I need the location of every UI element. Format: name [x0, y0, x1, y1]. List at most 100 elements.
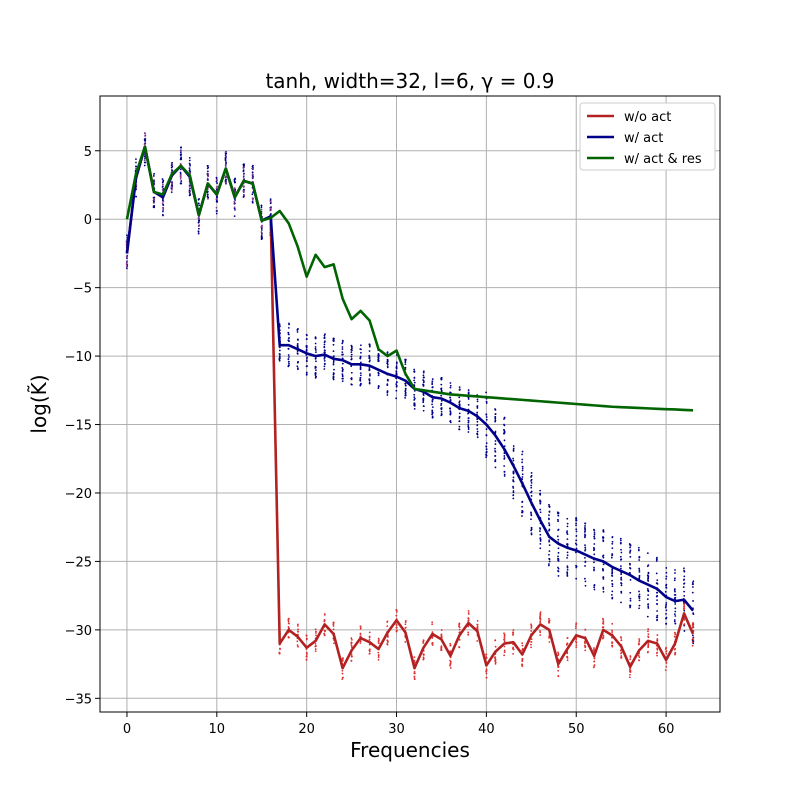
scatter-point-w-act	[368, 343, 371, 346]
scatter-point-w-act	[422, 401, 425, 404]
scatter-point-w-act	[476, 398, 479, 401]
scatter-point-w-act	[638, 593, 641, 596]
scatter-point-wo-act	[359, 625, 362, 628]
scatter-point-w-act	[305, 350, 308, 352]
scatter-point-w-act	[323, 343, 326, 346]
scatter-point-w-act	[395, 385, 398, 388]
scatter-point-wo-act	[350, 637, 353, 640]
scatter-point-w-act	[647, 575, 650, 577]
scatter-point-wo-act	[404, 626, 407, 629]
scatter-point-w-act	[404, 396, 407, 399]
scatter-point-w-act	[629, 578, 632, 581]
scatter-point-w-act	[629, 551, 631, 554]
scatter-point-w-act	[332, 360, 335, 363]
scatter-point-w-act	[557, 538, 560, 541]
scatter-point-w-act	[458, 420, 461, 422]
scatter-point-wo-act	[216, 185, 218, 188]
scatter-point-w-act	[431, 413, 433, 416]
scatter-point-w-act	[350, 355, 353, 358]
scatter-point-w-act	[342, 377, 344, 380]
scatter-point-w-act	[287, 358, 290, 360]
scatter-point-w-act	[584, 522, 587, 525]
scatter-point-w-act	[692, 634, 694, 637]
scatter-point-wo-act	[233, 187, 236, 189]
scatter-point-w-act	[674, 607, 677, 610]
scatter-point-w-act	[314, 342, 317, 345]
scatter-point-wo-act	[251, 197, 254, 200]
scatter-point-w-act	[296, 331, 299, 333]
scatter-point-w-act	[413, 396, 416, 399]
scatter-point-w-act	[386, 359, 389, 362]
scatter-point-w-act	[215, 200, 218, 203]
scatter-point-w-act	[638, 559, 641, 561]
scatter-point-w-act	[512, 476, 515, 479]
scatter-point-wo-act	[287, 626, 290, 628]
scatter-point-w-act	[287, 354, 290, 356]
scatter-point-w-act	[386, 394, 389, 396]
scatter-point-wo-act	[665, 650, 668, 652]
scatter-point-wo-act	[413, 675, 416, 678]
scatter-point-w-act	[683, 630, 686, 632]
scatter-point-w-act	[332, 377, 335, 380]
scatter-point-w-act	[539, 493, 541, 496]
scatter-point-w-act	[620, 573, 623, 576]
scatter-point-w-act	[539, 527, 541, 529]
scatter-point-w-act	[422, 383, 425, 386]
scatter-point-w-act	[485, 416, 488, 418]
scatter-point-w-act	[369, 374, 371, 377]
scatter-point-wo-act	[503, 654, 506, 657]
scatter-point-w-act	[188, 194, 191, 197]
scatter-point-w-act	[692, 586, 694, 588]
scatter-point-w-act	[188, 167, 191, 170]
scatter-point-wo-act	[260, 233, 263, 236]
scatter-point-wo-act	[350, 643, 353, 645]
scatter-point-w-act	[431, 383, 434, 386]
scatter-point-wo-act	[350, 641, 353, 644]
scatter-point-w-act	[206, 191, 209, 194]
scatter-point-w-act	[377, 357, 380, 360]
scatter-point-wo-act	[683, 603, 685, 606]
scatter-point-wo-act	[279, 647, 281, 650]
scatter-point-w-act	[224, 157, 227, 160]
scatter-point-w-act	[305, 357, 308, 360]
scatter-point-w-act	[665, 603, 667, 606]
scatter-point-w-act	[638, 567, 641, 570]
scatter-point-w-act	[593, 537, 596, 540]
scatter-point-wo-act	[674, 651, 677, 654]
scatter-point-w-act	[665, 602, 668, 604]
x-tick-label: 10	[209, 722, 226, 737]
scatter-point-w-act	[306, 365, 308, 367]
scatter-point-wo-act	[629, 670, 632, 672]
scatter-point-wo-act	[611, 629, 613, 632]
scatter-point-w-act	[440, 389, 443, 392]
scatter-point-w-act	[278, 357, 281, 360]
scatter-point-w-act	[566, 565, 569, 567]
scatter-point-wo-act	[180, 150, 182, 152]
scatter-point-wo-act	[629, 658, 632, 661]
scatter-point-w-act	[584, 548, 587, 550]
scatter-point-wo-act	[691, 644, 694, 647]
scatter-point-w-act	[467, 398, 470, 400]
scatter-point-w-act	[512, 450, 515, 452]
scatter-point-w-act	[512, 445, 515, 447]
scatter-point-w-act	[646, 552, 649, 555]
scatter-point-wo-act	[233, 206, 236, 209]
scatter-point-w-act	[440, 399, 443, 402]
scatter-point-w-act	[296, 361, 299, 364]
scatter-point-w-act	[566, 530, 569, 533]
scatter-point-w-act	[386, 383, 389, 386]
scatter-point-wo-act	[449, 644, 452, 647]
legend-label: w/o act	[624, 110, 671, 125]
scatter-point-w-act	[314, 351, 317, 354]
scatter-point-w-act	[629, 563, 631, 566]
scatter-point-w-act	[539, 542, 542, 545]
scatter-point-w-act	[539, 537, 542, 539]
scatter-point-w-act	[260, 206, 263, 209]
scatter-point-wo-act	[359, 635, 362, 638]
scatter-point-wo-act	[485, 656, 488, 658]
scatter-point-w-act	[548, 553, 550, 556]
x-tick-label: 30	[388, 722, 405, 737]
scatter-point-w-act	[413, 381, 416, 384]
scatter-point-w-act	[467, 412, 469, 415]
scatter-point-w-act	[206, 165, 209, 167]
